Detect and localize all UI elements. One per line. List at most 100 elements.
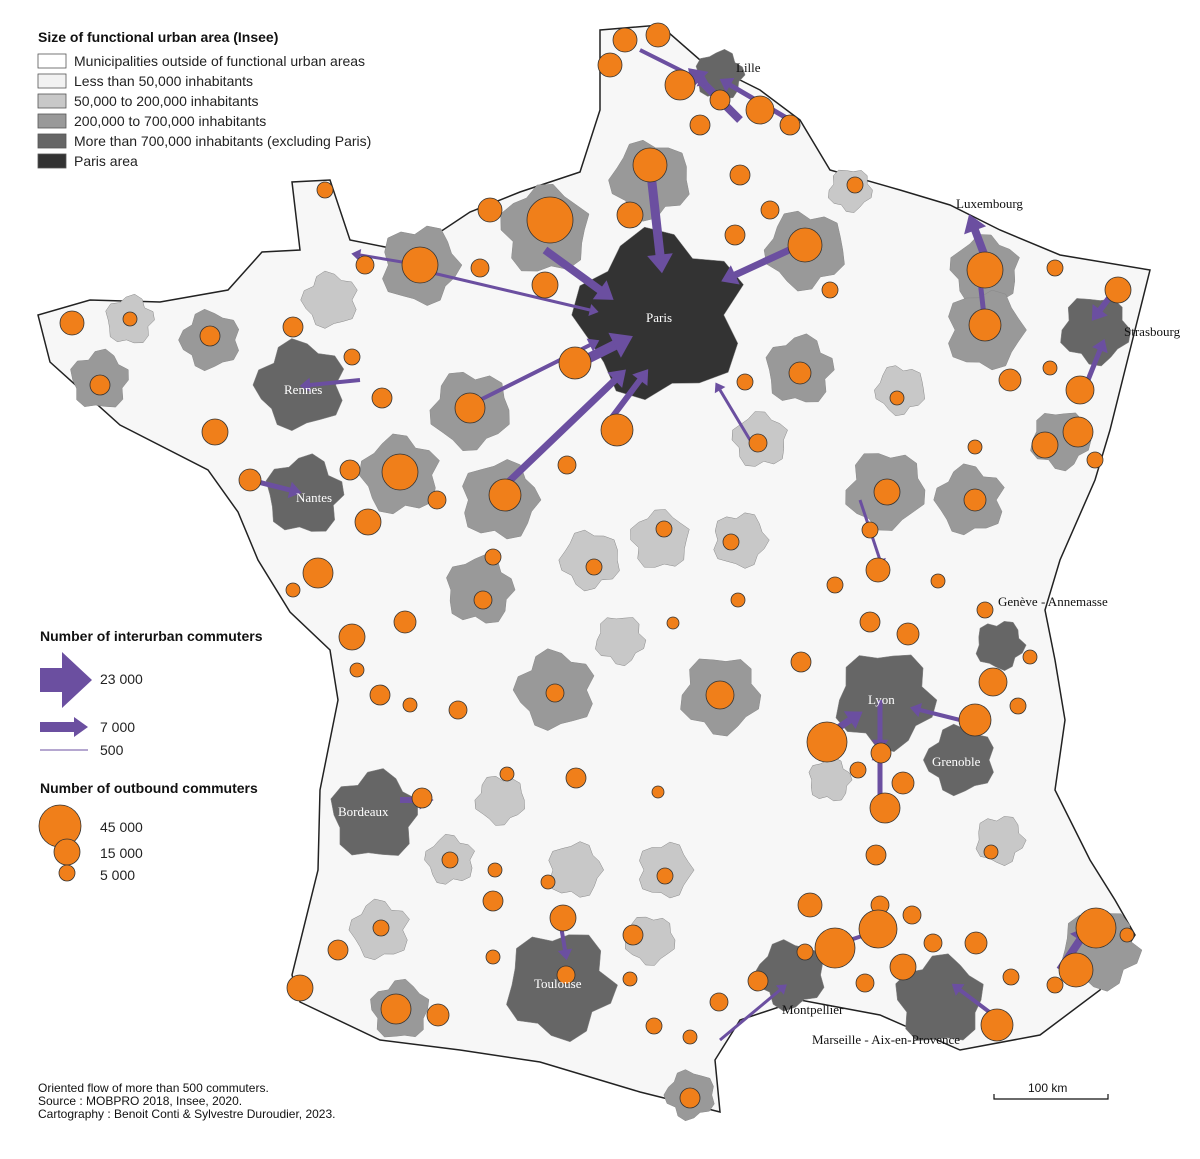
outbound-circle <box>441 851 459 869</box>
outbound-circle <box>89 374 111 396</box>
flow <box>919 708 961 722</box>
city-label: Grenoble <box>932 754 981 769</box>
outbound-circle <box>540 874 556 890</box>
legend-item: Less than 50,000 inhabitants <box>74 73 253 89</box>
outbound-circle <box>655 520 673 538</box>
outbound-circle <box>861 521 879 539</box>
outbound-circle <box>616 201 644 229</box>
flow-head <box>951 983 965 996</box>
outbound-circle <box>865 844 887 866</box>
outbound-circle <box>354 508 382 536</box>
urban-area <box>300 270 358 329</box>
outbound-circle <box>779 114 801 136</box>
legend-item: 15 000 <box>100 845 143 861</box>
outbound-circle <box>1075 907 1117 949</box>
outbound-circle <box>426 1003 450 1027</box>
outbound-circle <box>865 557 891 583</box>
outbound-circle <box>978 667 1008 697</box>
urban-area <box>252 338 345 431</box>
city-label: Genève - Annemasse <box>998 594 1108 609</box>
outbound-circle <box>411 787 433 809</box>
flow <box>497 377 618 493</box>
city-label: Bordeaux <box>338 804 389 819</box>
legend-title: Number of outbound commuters <box>40 780 258 796</box>
legend-arrow <box>40 652 92 708</box>
flow-head <box>714 382 726 394</box>
flow-head <box>588 304 599 316</box>
outbound-circle <box>349 662 365 678</box>
outbound-circle <box>238 468 262 492</box>
outbound-circle <box>339 459 361 481</box>
flow-head <box>1092 338 1108 354</box>
outbound-circle <box>59 310 85 336</box>
flow-head <box>696 73 710 87</box>
legend-title: Size of functional urban area (Insee) <box>38 29 278 45</box>
legend-circles <box>38 804 82 882</box>
flow <box>542 246 603 294</box>
outbound-circle <box>1031 431 1059 459</box>
flow <box>719 988 781 1042</box>
outbound-circle <box>380 993 412 1025</box>
flow-head <box>557 948 573 961</box>
outbound-circle <box>689 114 711 136</box>
urban-area <box>874 365 925 416</box>
note: Cartography : Benoit Conti & Sylvestre D… <box>38 1107 336 1121</box>
city-label: Luxembourg <box>956 196 1023 211</box>
outbound-circle <box>122 311 138 327</box>
note: Oriented flow of more than 500 commuters… <box>38 1081 269 1095</box>
outbound-circle <box>821 281 839 299</box>
outbound-circle <box>402 697 418 713</box>
outbound-circle <box>585 558 603 576</box>
urban-area <box>975 621 1027 671</box>
outbound-circle <box>651 785 665 799</box>
outbound-circles <box>59 22 1135 1109</box>
city-label: Paris <box>646 310 672 325</box>
flow-head <box>719 77 735 93</box>
outbound-circle <box>1086 451 1104 469</box>
outbound-circle <box>369 684 391 706</box>
outbound-circle <box>656 867 674 885</box>
outbound-circle <box>327 939 349 961</box>
outbound-circle <box>896 622 920 646</box>
flow-head <box>964 214 987 235</box>
outbound-circle <box>790 651 812 673</box>
outbound-circle <box>1104 276 1132 304</box>
outbound-circle <box>889 390 905 406</box>
outbound-circle <box>682 1029 698 1045</box>
urban-area <box>595 617 647 667</box>
outbound-circle <box>393 610 417 634</box>
outbound-circle <box>788 361 812 385</box>
outbound-circle <box>371 387 393 409</box>
outbound-circle <box>709 992 729 1012</box>
urban-area <box>506 934 618 1043</box>
outbound-circle <box>679 1087 701 1109</box>
outbound-circle <box>531 271 559 299</box>
outbound-circle <box>558 346 592 380</box>
outbound-circle <box>448 700 468 720</box>
outbound-circle <box>826 576 844 594</box>
outbound-circle <box>338 623 366 651</box>
flow-head <box>632 369 649 386</box>
outbound-circle <box>556 965 576 985</box>
scale-label: 100 km <box>1028 1081 1067 1095</box>
outbound-circle <box>1119 927 1135 943</box>
outbound-circle <box>902 905 922 925</box>
outbound-circle <box>316 181 334 199</box>
outbound-circle <box>477 197 503 223</box>
outbound-circle <box>748 433 768 453</box>
flow <box>607 378 643 422</box>
legend-item: 45 000 <box>100 819 143 835</box>
city-label: Marseille - Aix-en-Provence <box>812 1032 960 1047</box>
outbound-circle <box>549 904 577 932</box>
outbound-circle <box>302 557 334 589</box>
outbound-circle <box>747 970 769 992</box>
outbound-circle <box>282 316 304 338</box>
outbound-circle <box>1022 649 1038 665</box>
outbound-circle <box>286 974 314 1002</box>
outbound-circle <box>963 488 987 512</box>
flow <box>718 389 752 441</box>
legend-item: More than 700,000 inhabitants (excluding… <box>74 133 371 149</box>
outbound-circle <box>1042 360 1058 376</box>
outbound-circle <box>967 439 983 455</box>
